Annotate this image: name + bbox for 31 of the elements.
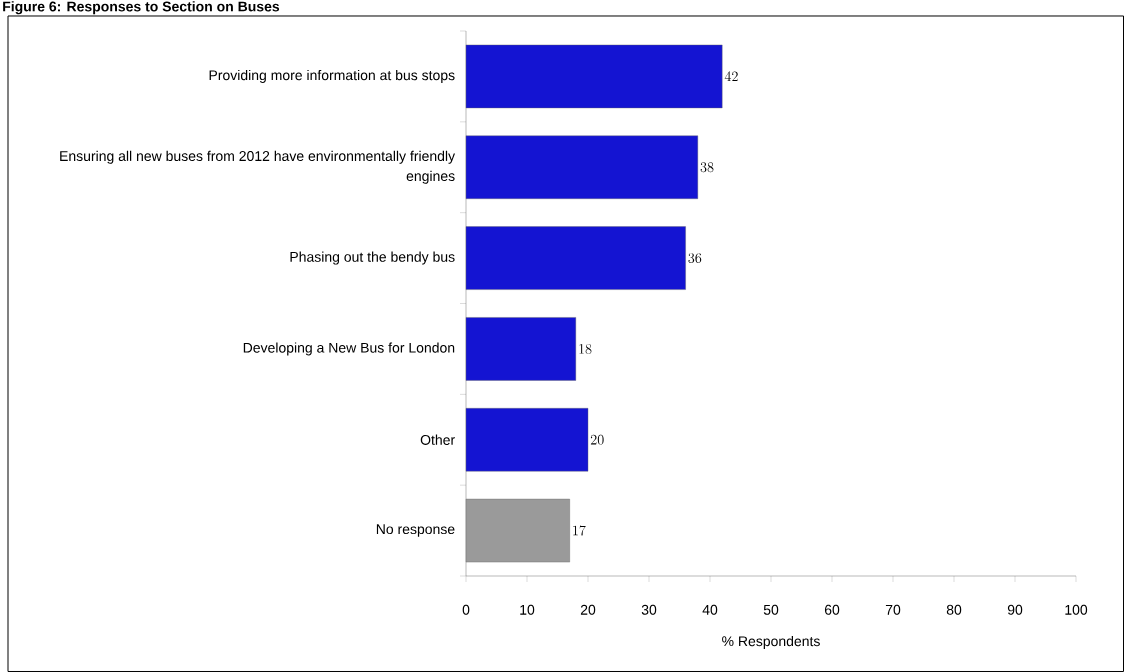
x-tick-label: 50 bbox=[763, 604, 779, 615]
y-tick-label: No response bbox=[376, 524, 455, 537]
y-tick-label: Providing more information at bus stops bbox=[209, 69, 455, 83]
y-tick-label: Other bbox=[420, 434, 455, 445]
x-tick-label: 30 bbox=[641, 604, 657, 615]
bar bbox=[465, 408, 589, 472]
data-label: 36 bbox=[688, 253, 702, 264]
data-label: 18 bbox=[579, 344, 592, 354]
data-label: 38 bbox=[700, 162, 714, 173]
bar bbox=[465, 44, 723, 109]
x-tick-label: 90 bbox=[1007, 604, 1023, 615]
bar bbox=[465, 226, 686, 290]
x-tick-label: 0 bbox=[462, 604, 470, 615]
y-tick-label: Phasing out the bendy bus bbox=[290, 251, 455, 265]
x-tick-label: 70 bbox=[885, 604, 901, 615]
bar bbox=[465, 135, 699, 199]
x-tick-label: 40 bbox=[702, 604, 718, 615]
bar bbox=[465, 317, 577, 381]
y-tick-label: Ensuring all new buses from 2012 have environmentally friendly engines bbox=[60, 150, 456, 184]
x-tick-label: 100 bbox=[1065, 604, 1088, 615]
y-tick-label: Developing a New Bus for London bbox=[243, 342, 455, 356]
data-label: 42 bbox=[724, 71, 738, 82]
x-tick-label: 60 bbox=[824, 604, 840, 615]
x-tick-label: 10 bbox=[520, 604, 535, 615]
data-label: 17 bbox=[573, 525, 586, 536]
data-label: 20 bbox=[590, 434, 604, 445]
x-tick-label: 80 bbox=[946, 604, 962, 615]
x-tick-label: 20 bbox=[580, 604, 596, 615]
x-axis-title: % Respondents bbox=[722, 635, 820, 649]
text: Figure 6: Responses to Section on Buses bbox=[3, 1, 280, 15]
bar bbox=[465, 498, 570, 563]
